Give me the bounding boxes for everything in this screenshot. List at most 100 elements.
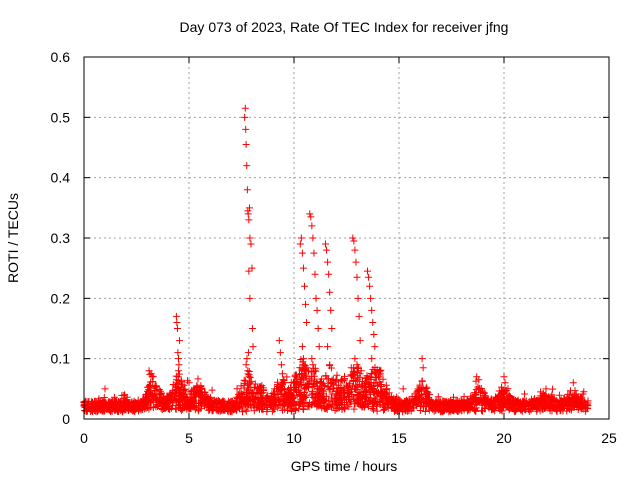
data-point bbox=[301, 282, 308, 290]
data-point bbox=[356, 337, 364, 345]
y-axis-ticks: 0 0.1 0.2 0.3 0.4 0.5 0.6 bbox=[51, 49, 609, 427]
y-axis-label: ROTI / TECUs bbox=[5, 193, 21, 283]
data-point bbox=[354, 294, 362, 302]
data-point bbox=[365, 273, 373, 281]
data-point bbox=[307, 213, 315, 221]
data-point bbox=[176, 337, 184, 345]
data-point bbox=[173, 318, 181, 326]
data-point bbox=[353, 273, 361, 281]
data-point bbox=[242, 140, 250, 148]
x-tick-label: 15 bbox=[391, 430, 407, 446]
data-point bbox=[322, 240, 329, 248]
y-tick-label: 0.3 bbox=[51, 230, 71, 246]
data-point bbox=[247, 240, 255, 248]
data-point bbox=[306, 210, 314, 218]
y-tick-label: 0.4 bbox=[51, 170, 71, 186]
data-point bbox=[353, 361, 361, 369]
data-point bbox=[303, 318, 311, 326]
data-point bbox=[174, 349, 182, 357]
data-point bbox=[500, 373, 508, 381]
grid-lines bbox=[84, 57, 609, 419]
data-point bbox=[175, 355, 182, 363]
data-point bbox=[367, 294, 375, 302]
data-point bbox=[296, 240, 304, 248]
data-point bbox=[311, 367, 319, 375]
data-point bbox=[326, 361, 334, 369]
y-tick-label: 0.1 bbox=[51, 351, 71, 367]
data-point bbox=[244, 367, 252, 375]
x-tick-label: 20 bbox=[496, 430, 512, 446]
data-point bbox=[370, 331, 378, 339]
data-point bbox=[308, 355, 316, 363]
data-point bbox=[147, 370, 155, 378]
data-point bbox=[371, 343, 379, 351]
data-point bbox=[418, 355, 426, 363]
data-point bbox=[357, 367, 365, 375]
y-tick-label: 0.5 bbox=[51, 109, 71, 125]
data-point bbox=[101, 385, 109, 393]
data-point bbox=[311, 270, 319, 278]
data-point bbox=[245, 267, 253, 275]
data-point bbox=[175, 361, 183, 369]
data-point bbox=[351, 355, 359, 363]
data-point bbox=[364, 267, 371, 275]
data-point bbox=[323, 246, 331, 254]
data-point bbox=[366, 282, 374, 290]
data-point bbox=[185, 379, 193, 387]
data-point bbox=[297, 234, 305, 242]
data-point bbox=[245, 204, 253, 212]
data-point bbox=[246, 294, 254, 302]
data-point bbox=[569, 379, 577, 387]
data-point bbox=[242, 125, 250, 133]
x-tick-label: 25 bbox=[601, 430, 617, 446]
x-axis-label: GPS time / hours bbox=[291, 458, 398, 474]
data-point bbox=[249, 343, 257, 351]
data-point bbox=[248, 325, 256, 332]
data-point bbox=[309, 234, 317, 242]
data-point bbox=[243, 186, 251, 194]
data-point bbox=[475, 376, 483, 384]
data-point bbox=[248, 264, 256, 272]
data-point bbox=[325, 270, 333, 278]
y-tick-label: 0.2 bbox=[51, 290, 71, 306]
data-point bbox=[241, 104, 249, 112]
data-point bbox=[327, 306, 335, 314]
data-point bbox=[314, 325, 322, 332]
data-point bbox=[419, 364, 427, 372]
data-point bbox=[246, 234, 254, 242]
data-point bbox=[350, 237, 358, 245]
data-point bbox=[368, 355, 376, 363]
data-point bbox=[355, 312, 363, 320]
data-point bbox=[275, 337, 283, 345]
data-point bbox=[312, 294, 320, 302]
y-tick-label: 0.6 bbox=[51, 49, 71, 65]
data-point bbox=[399, 385, 407, 393]
data-point bbox=[308, 222, 316, 230]
data-point bbox=[299, 264, 307, 272]
x-tick-label: 10 bbox=[286, 430, 302, 446]
data-point bbox=[280, 379, 287, 387]
data-point bbox=[313, 306, 321, 314]
data-point bbox=[174, 373, 182, 381]
data-point bbox=[324, 258, 332, 266]
data-point bbox=[244, 349, 252, 357]
data-point bbox=[328, 325, 336, 332]
data-point bbox=[241, 113, 249, 121]
data-point bbox=[245, 373, 253, 381]
data-point bbox=[349, 234, 357, 242]
data-point bbox=[246, 379, 254, 387]
data-point bbox=[277, 361, 285, 369]
data-point bbox=[299, 355, 307, 363]
y-tick-label: 0 bbox=[62, 411, 70, 427]
data-points bbox=[101, 104, 577, 393]
data-point bbox=[243, 355, 251, 363]
data-point bbox=[369, 318, 377, 326]
noise-band-points bbox=[80, 356, 592, 416]
data-point bbox=[501, 379, 509, 387]
data-point bbox=[278, 370, 286, 378]
data-point bbox=[298, 343, 306, 351]
data-point bbox=[298, 249, 306, 257]
data-point bbox=[352, 258, 360, 266]
data-point bbox=[244, 210, 252, 218]
